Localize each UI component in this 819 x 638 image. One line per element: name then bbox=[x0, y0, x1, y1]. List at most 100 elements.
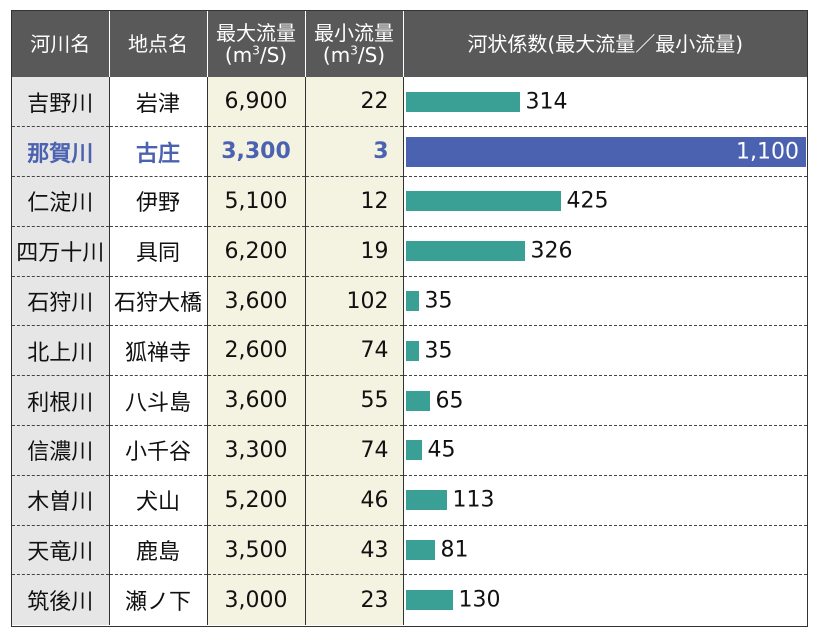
river-name-cell: 天竜川 bbox=[12, 525, 110, 576]
coefficient-bar-label: 1,100 bbox=[736, 139, 799, 165]
header-max-flow-unit-sup: 3 bbox=[252, 43, 260, 58]
river-name-cell: 筑後川 bbox=[12, 574, 110, 625]
coefficient-bar-cell: 45 bbox=[403, 425, 807, 476]
coefficient-bar bbox=[405, 241, 525, 262]
table-row: 信濃川 小千谷 3,300 74 45 bbox=[12, 425, 807, 476]
river-name-cell: 四万十川 bbox=[12, 226, 110, 277]
min-flow-cell: 43 bbox=[305, 525, 404, 576]
river-name-cell: 仁淀川 bbox=[12, 176, 110, 227]
header-max-flow: 最大流量 (m3/S) bbox=[207, 11, 306, 77]
max-flow-cell: 3,300 bbox=[207, 425, 306, 476]
coefficient-bar bbox=[405, 590, 453, 611]
max-flow-cell: 6,900 bbox=[207, 77, 306, 128]
coefficient-bar-cell: 130 bbox=[403, 574, 807, 625]
max-flow-cell: 5,100 bbox=[207, 176, 306, 227]
coefficient-bar bbox=[405, 191, 561, 212]
header-min-flow-label: 最小流量 bbox=[314, 21, 394, 45]
table-row: 那賀川 古庄 3,300 3 1,100 bbox=[12, 126, 807, 178]
header-min-flow-unit-pre: (m bbox=[322, 43, 351, 67]
coefficient-bar-cell: 326 bbox=[403, 226, 807, 277]
header-min-flow-unit: (m3/S) bbox=[306, 44, 403, 66]
river-name-cell: 吉野川 bbox=[12, 77, 110, 128]
header-max-flow-label: 最大流量 bbox=[216, 21, 296, 45]
station-name-cell: 犬山 bbox=[109, 475, 208, 526]
coefficient-bar-label: 113 bbox=[452, 487, 495, 513]
coefficient-bar bbox=[405, 490, 447, 511]
coefficient-bar-label: 35 bbox=[424, 288, 453, 314]
coefficient-bar bbox=[405, 390, 430, 411]
max-flow-cell: 3,000 bbox=[207, 574, 306, 625]
coefficient-bar-cell: 425 bbox=[403, 176, 807, 227]
min-flow-cell: 46 bbox=[305, 475, 404, 526]
coefficient-bar bbox=[405, 440, 422, 461]
river-name-cell: 石狩川 bbox=[12, 276, 110, 327]
max-flow-cell: 3,500 bbox=[207, 525, 306, 576]
coefficient-bar-label: 35 bbox=[424, 338, 453, 364]
min-flow-cell: 3 bbox=[305, 126, 404, 178]
min-flow-cell: 19 bbox=[305, 226, 404, 277]
table-row: 仁淀川 伊野 5,100 12 425 bbox=[12, 176, 807, 227]
table-row: 利根川 八斗島 3,600 55 65 bbox=[12, 375, 807, 427]
river-name-cell: 木曽川 bbox=[12, 475, 110, 526]
table-row: 四万十川 具同 6,200 19 326 bbox=[12, 226, 807, 277]
header-max-flow-unit-post: /S) bbox=[259, 43, 288, 67]
header-min-flow-unit-post: /S) bbox=[357, 43, 386, 67]
coefficient-bar-cell: 65 bbox=[403, 375, 807, 427]
coefficient-bar bbox=[405, 136, 806, 167]
coefficient-bar-label: 326 bbox=[530, 238, 573, 264]
coefficient-bar-cell: 35 bbox=[403, 325, 807, 377]
station-name-cell: 古庄 bbox=[109, 126, 208, 178]
coefficient-bar-cell: 1,100 bbox=[403, 126, 807, 178]
coefficient-bar-label: 130 bbox=[458, 587, 501, 613]
max-flow-cell: 5,200 bbox=[207, 475, 306, 526]
river-name-cell: 北上川 bbox=[12, 325, 110, 377]
header-min-flow: 最小流量 (m3/S) bbox=[305, 11, 404, 77]
coefficient-bar-label: 425 bbox=[566, 188, 609, 214]
river-name-cell: 那賀川 bbox=[12, 126, 110, 178]
river-name-cell: 利根川 bbox=[12, 375, 110, 427]
coefficient-bar-cell: 81 bbox=[403, 525, 807, 576]
min-flow-cell: 22 bbox=[305, 77, 404, 128]
station-name-cell: 狐禅寺 bbox=[109, 325, 208, 377]
max-flow-cell: 3,300 bbox=[207, 126, 306, 178]
coefficient-bar-cell: 314 bbox=[403, 77, 807, 128]
min-flow-cell: 23 bbox=[305, 574, 404, 625]
header-river: 河川名 bbox=[12, 11, 110, 77]
table-row: 吉野川 岩津 6,900 22 314 bbox=[12, 77, 807, 128]
header-min-flow-unit-sup: 3 bbox=[350, 43, 358, 58]
station-name-cell: 八斗島 bbox=[109, 375, 208, 427]
station-name-cell: 伊野 bbox=[109, 176, 208, 227]
table-row: 木曽川 犬山 5,200 46 113 bbox=[12, 475, 807, 526]
max-flow-cell: 6,200 bbox=[207, 226, 306, 277]
coefficient-bar bbox=[405, 540, 435, 561]
station-name-cell: 小千谷 bbox=[109, 425, 208, 476]
header-coefficient: 河状係数(最大流量／最小流量) bbox=[403, 11, 807, 77]
station-name-cell: 岩津 bbox=[109, 77, 208, 128]
coefficient-bar-label: 314 bbox=[525, 89, 568, 115]
coefficient-bar-cell: 35 bbox=[403, 276, 807, 327]
station-name-cell: 具同 bbox=[109, 226, 208, 277]
river-coefficient-table-chart: 河川名 地点名 最大流量 (m3/S) 最小流量 (m3/S) 河状係数(最大流… bbox=[11, 10, 808, 627]
max-flow-cell: 2,600 bbox=[207, 325, 306, 377]
coefficient-bar-label: 45 bbox=[427, 437, 456, 463]
header-station: 地点名 bbox=[109, 11, 208, 77]
coefficient-bar bbox=[405, 91, 520, 112]
max-flow-cell: 3,600 bbox=[207, 276, 306, 327]
table-row: 北上川 狐禅寺 2,600 74 35 bbox=[12, 325, 807, 377]
table-row: 筑後川 瀬ノ下 3,000 23 130 bbox=[12, 574, 807, 625]
header-max-flow-unit-pre: (m bbox=[224, 43, 253, 67]
station-name-cell: 瀬ノ下 bbox=[109, 574, 208, 625]
coefficient-bar-label: 81 bbox=[440, 537, 469, 563]
river-table: 河川名 地点名 最大流量 (m3/S) 最小流量 (m3/S) 河状係数(最大流… bbox=[12, 11, 807, 625]
coefficient-bar-cell: 113 bbox=[403, 475, 807, 526]
min-flow-cell: 74 bbox=[305, 425, 404, 476]
min-flow-cell: 12 bbox=[305, 176, 404, 227]
header-row: 河川名 地点名 最大流量 (m3/S) 最小流量 (m3/S) 河状係数(最大流… bbox=[12, 11, 807, 77]
table-row: 天竜川 鹿島 3,500 43 81 bbox=[12, 525, 807, 576]
min-flow-cell: 74 bbox=[305, 325, 404, 377]
table-body: 吉野川 岩津 6,900 22 314 那賀川 古庄 3,300 3 1,100 仁淀川 伊野 5,10… bbox=[12, 77, 807, 625]
max-flow-cell: 3,600 bbox=[207, 375, 306, 427]
coefficient-bar bbox=[405, 340, 419, 361]
min-flow-cell: 102 bbox=[305, 276, 404, 327]
river-name-cell: 信濃川 bbox=[12, 425, 110, 476]
